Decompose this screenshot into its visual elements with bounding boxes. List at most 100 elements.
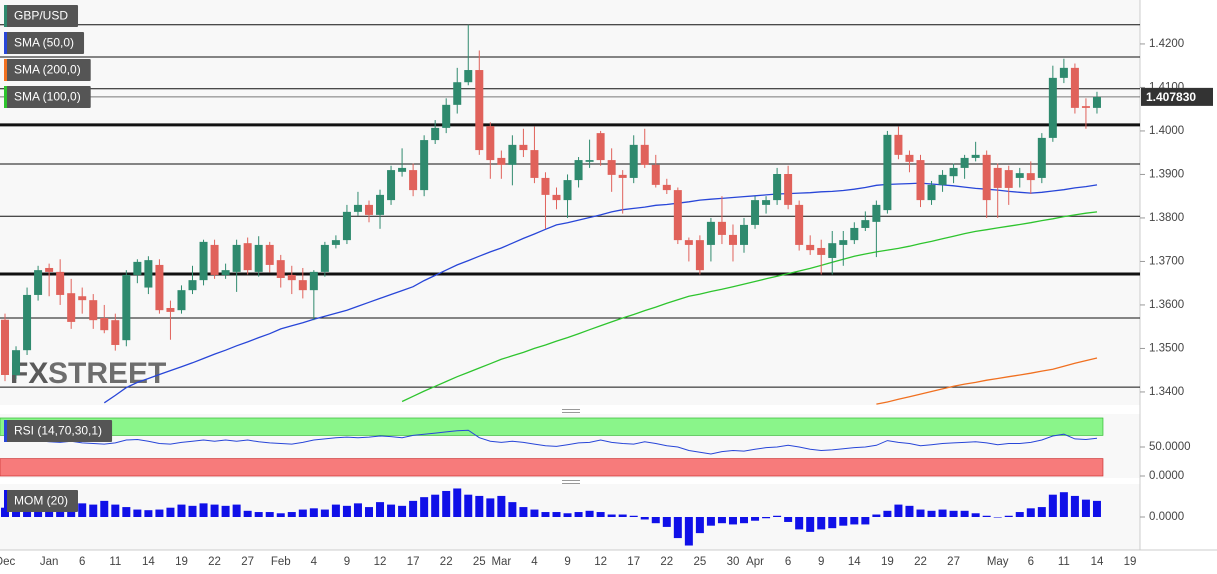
mom-bar: [309, 508, 318, 517]
candle-body: [254, 244, 263, 272]
candle-body: [166, 307, 175, 312]
y-tick-label: 0.0000: [1149, 511, 1184, 523]
candle-body: [155, 264, 164, 311]
mom-bar: [320, 509, 329, 517]
mom-bar: [596, 512, 605, 517]
handle-area[interactable]: [560, 478, 582, 486]
candle-body: [916, 160, 925, 201]
candle-body: [210, 244, 219, 275]
sma-line: [876, 357, 1098, 405]
mom-bar: [232, 504, 241, 517]
candle-body: [828, 243, 837, 258]
mom-bar: [387, 504, 396, 517]
mom-bar: [464, 494, 473, 517]
candle-body: [508, 144, 517, 165]
mom-bar: [905, 505, 914, 517]
mom-bar: [706, 517, 715, 526]
candle-body: [784, 174, 793, 205]
candle-body: [1015, 173, 1024, 178]
last-price-box: [1141, 87, 1213, 106]
candle-body: [795, 204, 804, 245]
mom-bar: [982, 515, 991, 517]
legend-box: [4, 490, 78, 512]
mom-bar: [762, 517, 771, 519]
candle-body: [364, 204, 373, 215]
x-tick-label: 14: [848, 556, 861, 568]
candle-body: [706, 221, 715, 245]
candle-body: [12, 350, 21, 375]
legend-item: GBP/USD: [4, 5, 79, 27]
mom-bar: [1026, 508, 1035, 517]
mom-bar: [1059, 492, 1068, 517]
mom-bar: [364, 507, 373, 517]
mom-bar: [519, 507, 528, 517]
x-tick-label: 17: [407, 556, 420, 568]
candle-body: [376, 194, 385, 215]
x-tick-label: 25: [473, 556, 486, 568]
mom-bar: [1081, 499, 1090, 517]
panel-handle[interactable]: [560, 407, 582, 415]
mom-bar: [1048, 494, 1057, 517]
mom-bar: [640, 517, 649, 520]
mom-bar: [486, 498, 495, 517]
candle-body: [762, 200, 771, 205]
x-tick-label: 11: [1058, 556, 1070, 568]
oversold-band: [0, 458, 1104, 477]
mom-bar: [122, 507, 131, 517]
legend-swatch: [4, 59, 7, 81]
candle-body: [927, 184, 936, 201]
legend-box: [4, 32, 85, 54]
legend-box: [4, 5, 79, 27]
legend-label: SMA (50,0): [14, 36, 74, 50]
candle-body: [905, 154, 914, 162]
y-tick-label: 0.0000: [1149, 470, 1184, 482]
x-tick-label: 9: [344, 556, 350, 568]
x-tick-label: 11: [109, 556, 121, 568]
candle-body: [574, 160, 583, 181]
mom-bar: [376, 502, 385, 517]
mom-bar: [210, 504, 219, 517]
mom-bar: [850, 517, 859, 525]
candle-body: [475, 70, 484, 151]
candle-body: [1070, 67, 1079, 108]
x-tick-label: 6: [785, 556, 791, 568]
last-price-label: 1.407830: [1146, 90, 1196, 104]
candle-body: [1037, 137, 1046, 178]
mom-bar: [960, 510, 969, 517]
mom-bar: [817, 517, 826, 530]
mom-bar: [839, 517, 848, 526]
mom-bar: [111, 504, 120, 517]
mom-bar: [1, 507, 9, 517]
x-tick-label: Feb: [271, 556, 291, 568]
mom-bar: [684, 517, 693, 546]
candle-body: [552, 194, 561, 201]
x-tick-label: 30: [727, 556, 740, 568]
candle-body: [717, 221, 726, 235]
mom-bar: [89, 504, 98, 517]
candle-body: [320, 244, 329, 272]
mom-bar: [806, 517, 815, 532]
candle-body: [111, 320, 120, 345]
candle-body: [265, 244, 274, 265]
candle-body: [398, 167, 407, 172]
mom-bar: [662, 517, 671, 527]
legend-label: GBP/USD: [14, 9, 68, 23]
candle-body: [133, 261, 142, 275]
x-tick-label: May: [987, 556, 1009, 568]
handle-area[interactable]: [560, 407, 582, 415]
candle-body: [695, 240, 704, 271]
legend-box: [4, 86, 91, 108]
candle-body: [1048, 77, 1057, 138]
panel-handle[interactable]: [560, 478, 582, 486]
legend-label: MOM (20): [14, 494, 68, 508]
x-tick-label: 17: [627, 556, 640, 568]
candle-body: [497, 157, 506, 165]
mom-bar: [795, 517, 804, 530]
x-tick-label: 27: [947, 556, 960, 568]
mom-bar: [409, 500, 418, 517]
candle-body: [199, 241, 208, 281]
x-tick-label: Jan: [40, 556, 59, 568]
mom-bar: [651, 517, 660, 524]
mom-bar: [993, 517, 1002, 518]
legend-item: SMA (100,0): [4, 86, 91, 108]
